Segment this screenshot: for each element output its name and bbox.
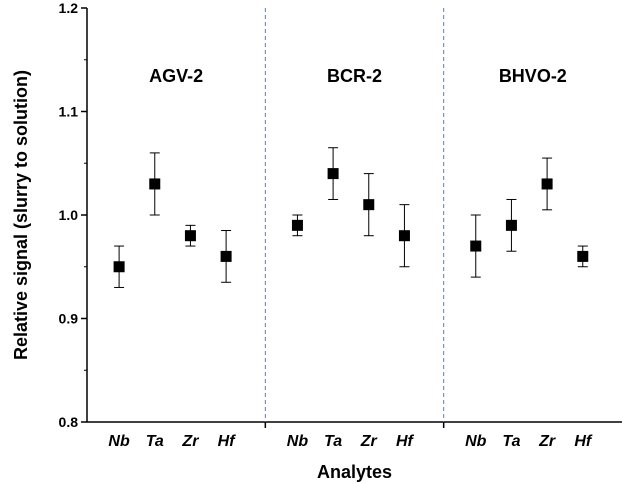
x-category-label: Ta [324,433,342,450]
x-category-label: Zr [360,433,378,450]
data-point [577,250,589,262]
data-point [113,261,125,273]
x-category-label: Zr [538,433,556,450]
x-category-label: Zr [181,433,199,450]
x-category-label: Hf [396,433,415,450]
y-axis-ticks: 0.8 0.9 1.0 1.1 1.2 [59,0,87,430]
x-axis-title: Analytes [317,462,392,482]
data-point [149,178,161,190]
group-label: AGV-2 [149,66,203,86]
group-labels: AGV-2 BCR-2 BHVO-2 [149,66,567,86]
group-label: BHVO-2 [499,66,567,86]
data-point [220,250,232,262]
x-category-label: Ta [146,433,164,450]
group-dividers [264,8,445,422]
data-point [184,230,196,242]
data-points [113,147,589,288]
data-point [505,219,517,231]
data-point [470,240,482,252]
y-tick-label: 0.8 [59,414,79,430]
data-point [398,230,410,242]
y-axis-title: Relative signal (slurry to solution) [11,70,31,360]
x-category-label: Nb [465,433,487,450]
group-label: BCR-2 [327,66,382,86]
x-category-label: Hf [218,433,237,450]
y-tick-label: 1.1 [59,104,79,120]
y-tick-label: 1.2 [59,0,79,16]
data-point [541,178,553,190]
x-axis-ticks: Nb Ta Zr Hf Nb Ta Zr Hf Nb Ta Zr Hf [108,422,593,450]
x-category-label: Nb [287,433,309,450]
data-point [291,219,303,231]
y-tick-label: 0.9 [59,311,79,327]
data-point [327,168,339,180]
x-category-label: Hf [574,433,593,450]
y-tick-label: 1.0 [59,207,79,223]
x-category-label: Nb [108,433,130,450]
x-category-label: Ta [502,433,520,450]
data-point [363,199,375,211]
